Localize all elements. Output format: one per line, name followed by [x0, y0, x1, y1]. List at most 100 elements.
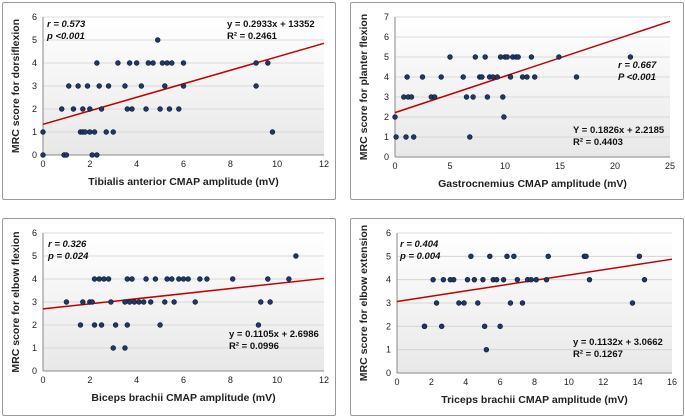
y-tick-label: 6: [32, 12, 37, 22]
data-point: [180, 60, 187, 66]
x-tick-label: 12: [319, 159, 329, 169]
x-tick-label: 2: [87, 375, 92, 385]
data-point: [110, 129, 116, 135]
data-point: [87, 106, 93, 112]
data-point: [475, 300, 481, 306]
x-tick-label: 4: [134, 375, 139, 385]
x-tick-label: 2: [429, 377, 434, 387]
data-point: [392, 114, 398, 120]
data-point: [136, 299, 142, 305]
data-point: [490, 74, 496, 80]
data-point: [148, 299, 154, 305]
data-point: [507, 74, 514, 80]
data-point: [528, 276, 534, 283]
data-point: [94, 60, 100, 66]
p-value: p = 0.024: [47, 251, 89, 262]
data-point: [494, 74, 501, 80]
data-point: [98, 106, 105, 112]
data-point: [255, 322, 262, 328]
data-point: [480, 276, 486, 283]
x-tick-label: 4: [134, 159, 139, 169]
data-point: [155, 37, 161, 43]
data-point: [105, 83, 112, 89]
data-point: [583, 253, 589, 260]
data-point: [430, 276, 436, 283]
data-point: [253, 60, 259, 66]
data-point: [487, 253, 493, 260]
data-point: [472, 54, 479, 60]
data-point: [164, 276, 170, 282]
data-point: [265, 276, 271, 282]
data-point: [470, 94, 476, 100]
data-point: [143, 276, 149, 282]
data-point: [91, 129, 98, 135]
data-point: [468, 253, 474, 260]
data-point: [265, 60, 271, 66]
data-point: [129, 106, 135, 112]
data-point: [467, 134, 473, 140]
data-point: [162, 83, 168, 89]
y-tick-label: 4: [32, 58, 37, 68]
data-point: [501, 114, 507, 120]
y-tick-label: 0: [386, 368, 391, 378]
x-tick-label: 16: [667, 377, 677, 387]
data-point: [94, 152, 100, 158]
data-point: [138, 83, 145, 89]
data-point: [533, 276, 539, 283]
data-point: [40, 129, 46, 135]
data-point: [573, 74, 580, 80]
data-point: [463, 94, 470, 100]
data-point: [140, 299, 147, 305]
data-point: [504, 253, 510, 260]
data-point: [532, 74, 538, 80]
data-point: [124, 106, 131, 112]
regression-line: [394, 20, 671, 114]
y-tick-label: 3: [384, 92, 389, 102]
x-axis-title: Gastrocnemius CMAP amplitude (mV): [438, 178, 627, 190]
data-point: [440, 276, 447, 283]
data-point: [528, 54, 535, 60]
data-point: [112, 322, 119, 328]
data-point: [408, 94, 415, 100]
x-tick-label: 14: [633, 377, 643, 387]
data-point: [419, 74, 426, 80]
chart-panel-planter-flexion: 0 1 2 3 4 5 6 7 0 5 10 15 20 25 Gastrocnemius CMAP amp…: [350, 2, 684, 200]
x-tick-label: 8: [228, 375, 233, 385]
data-point: [176, 276, 182, 282]
data-point: [40, 152, 46, 158]
y-tick-label: 5: [32, 251, 37, 261]
data-point: [166, 106, 173, 112]
y-tick-label: 5: [32, 35, 37, 45]
data-point: [447, 54, 453, 60]
data-point: [197, 276, 203, 282]
data-point: [500, 94, 506, 100]
chart-panel-elbow-extension: 0 1 2 3 4 5 6 0 2 4 6 8 10 12 14 16 Triceps brachii CMAP…: [350, 218, 684, 416]
x-tick-label: 2: [87, 159, 92, 169]
data-point: [96, 83, 102, 89]
data-point: [438, 74, 444, 80]
data-point: [482, 54, 488, 60]
p-value: p = 0.004: [399, 251, 441, 262]
plot-area: [395, 17, 670, 157]
data-point: [171, 299, 177, 305]
data-point: [556, 54, 562, 60]
data-point: [150, 60, 156, 66]
y-tick-label: 2: [32, 320, 37, 330]
x-tick-label: 4: [463, 377, 468, 387]
x-tick-label: 0: [392, 161, 397, 171]
data-point: [180, 83, 187, 89]
data-point: [229, 276, 236, 282]
data-point: [80, 299, 86, 305]
data-point: [504, 54, 510, 60]
data-point: [124, 322, 131, 328]
data-point: [180, 276, 187, 282]
y-tick-label: 3: [32, 81, 37, 91]
regression-equation: Y = 0.1826x + 2.2185: [573, 125, 665, 136]
data-point: [497, 54, 504, 60]
data-point: [636, 253, 643, 260]
x-tick-label: 5: [447, 161, 452, 171]
data-point: [131, 299, 138, 305]
data-point: [514, 276, 521, 283]
